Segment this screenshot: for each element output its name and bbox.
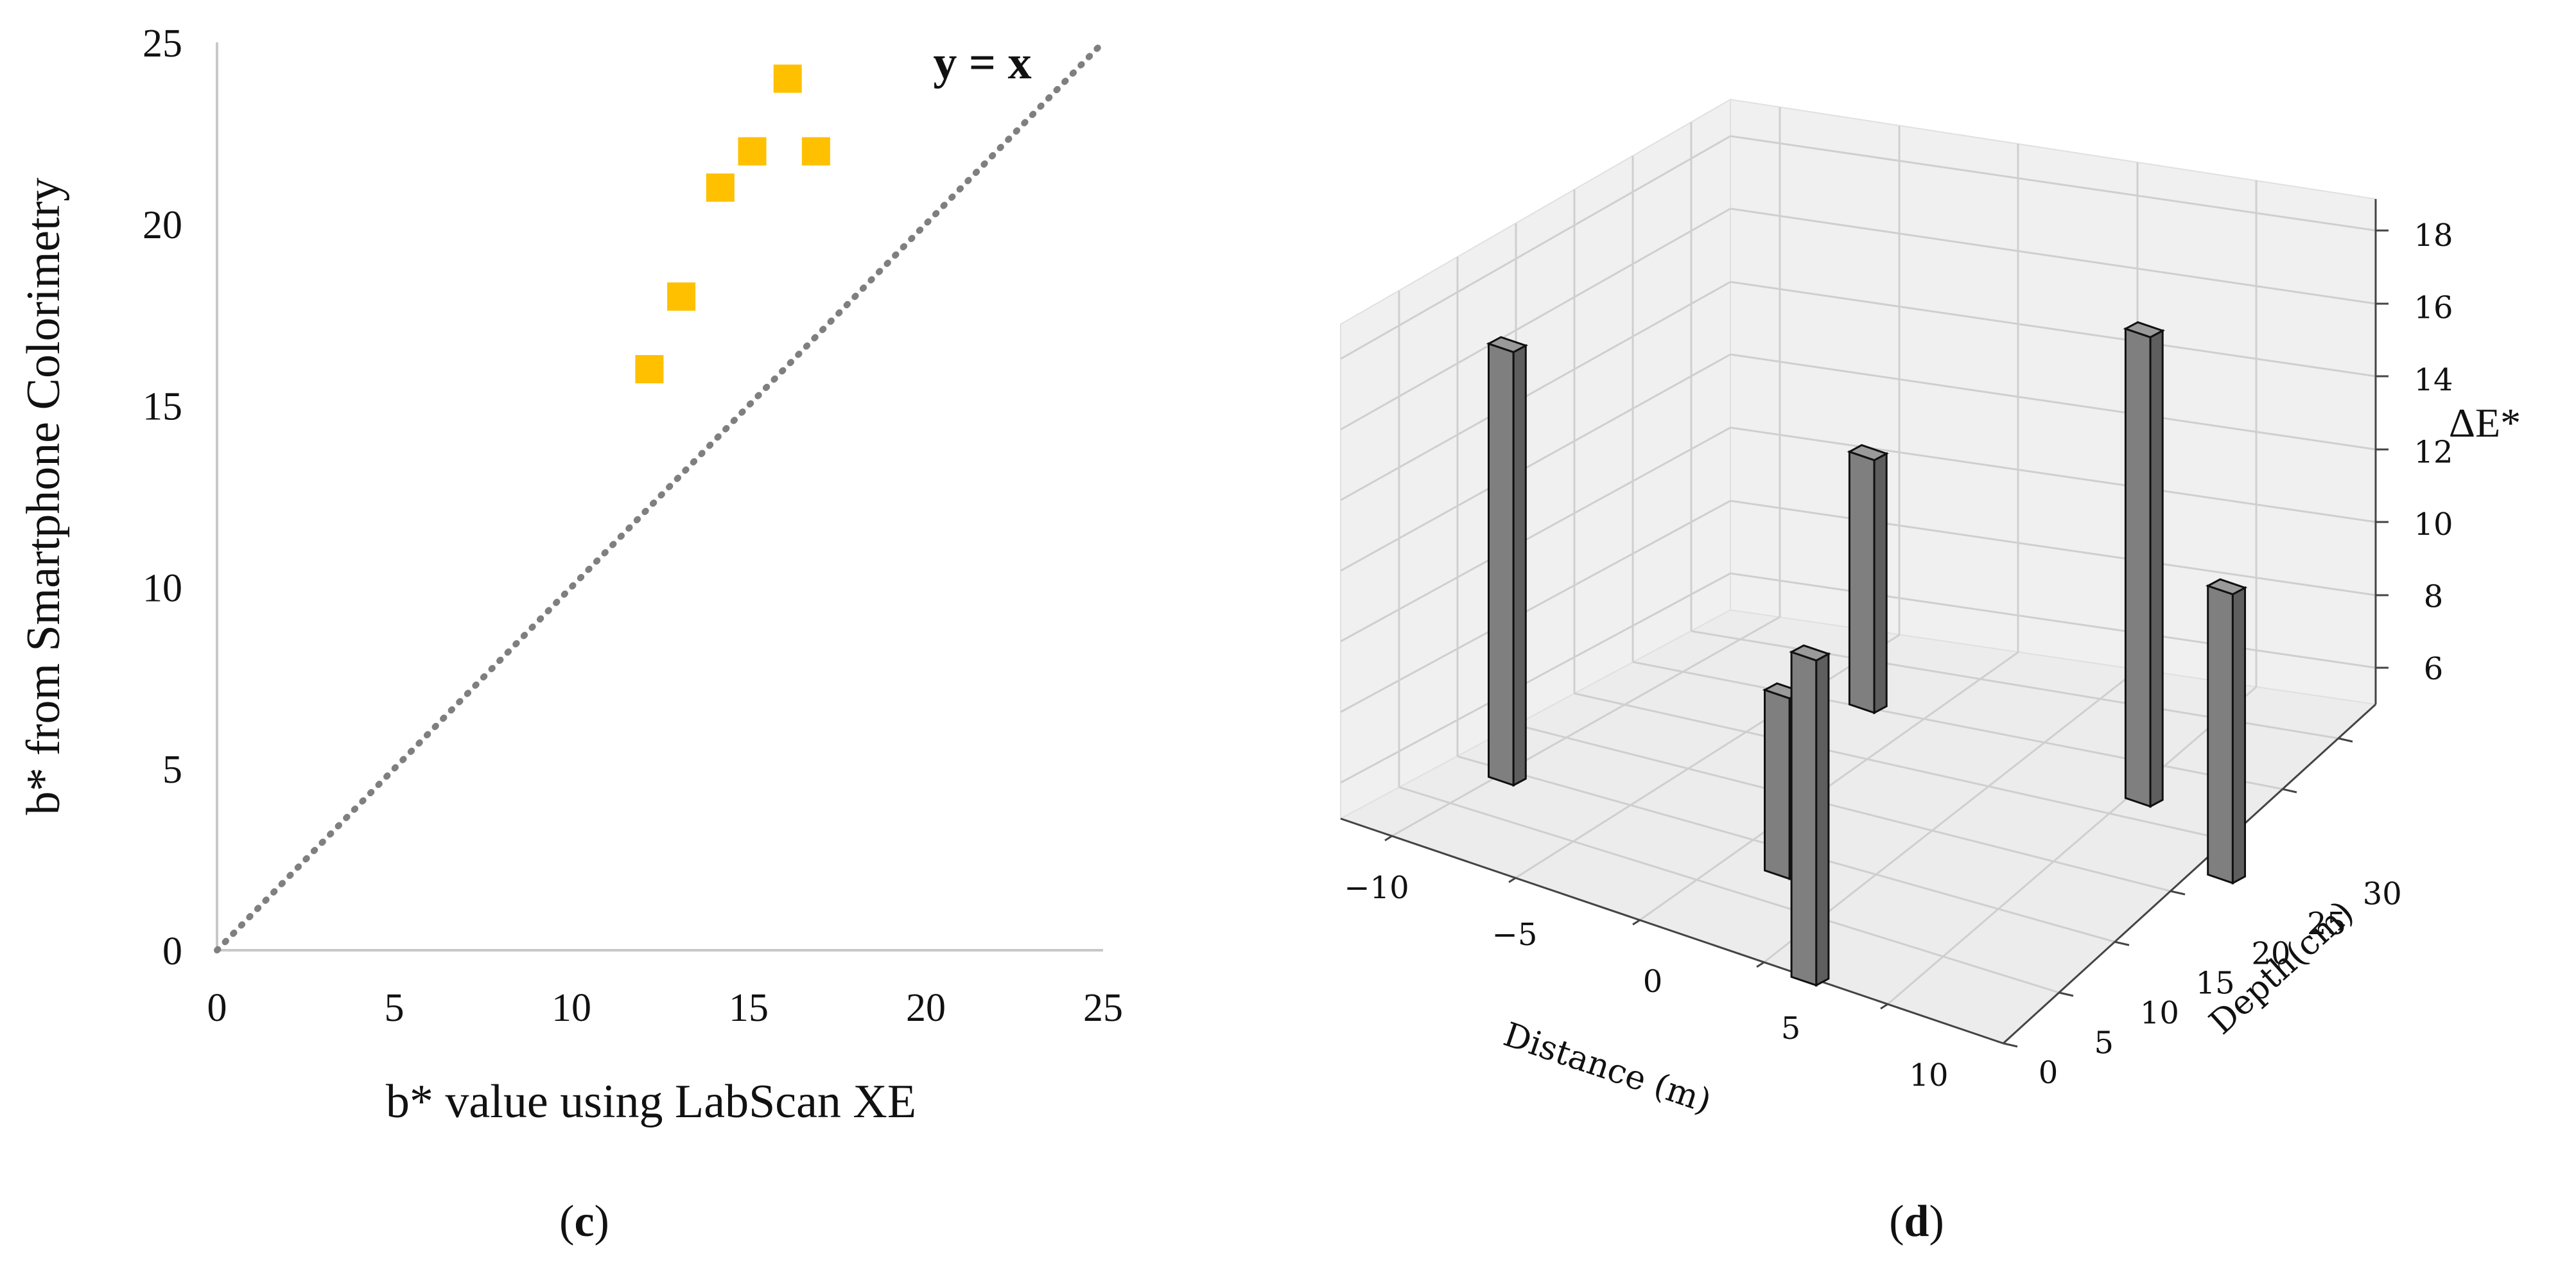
bars xyxy=(1486,321,2248,987)
distance-tick-label: −10 xyxy=(1344,870,1409,906)
x-tick-labels: 0 5 10 15 20 25 xyxy=(207,986,1124,1030)
scatter-point xyxy=(773,64,802,93)
x-axis-label: b* value using LabScan XE xyxy=(386,1075,916,1128)
delta-e-tick-label: 18 xyxy=(2414,218,2453,254)
delta-e-tick-labels: 6 8 10 12 14 16 18 xyxy=(2414,218,2453,687)
depth-axis-line xyxy=(2002,703,2377,1045)
z-axis-label: ΔE* xyxy=(2449,400,2521,446)
x-tick-label: 5 xyxy=(385,986,405,1030)
y-tick-label: 5 xyxy=(162,748,182,792)
depth-tick-label: 25 xyxy=(2307,906,2346,942)
scatter-point xyxy=(667,282,696,311)
reference-line-group: y = x xyxy=(214,37,1106,953)
panel-c-caption: (c) xyxy=(559,1197,609,1246)
reference-line xyxy=(214,39,1106,953)
scatter-points xyxy=(635,64,830,384)
distance-tick-label: 0 xyxy=(1643,964,1663,1000)
x-tick-label: 25 xyxy=(1083,986,1123,1030)
tick-marks xyxy=(1384,229,2389,1048)
y-axis-label: b* from Smartphone Colorimetry xyxy=(17,178,70,815)
scatter-point xyxy=(738,137,767,166)
bar xyxy=(1847,444,1889,715)
distance-axis-line xyxy=(1340,817,2004,1045)
distance-tick-label: 10 xyxy=(1909,1057,1948,1093)
depth-tick-label: 30 xyxy=(2363,876,2402,912)
scatter-point xyxy=(635,355,664,384)
y-tick-label: 0 xyxy=(162,930,182,973)
y-tick-label: 25 xyxy=(143,22,182,65)
depth-tick-label: 0 xyxy=(2039,1055,2058,1091)
panel-c-scatter-chart: y = x 0 5 10 15 20 25 0 5 10 15 20 25 b* value usi… xyxy=(17,22,1123,1246)
distance-axis-label: Distance (m) xyxy=(1499,1016,1716,1122)
scatter-point xyxy=(801,137,830,166)
caption-letter-c: c xyxy=(574,1197,594,1246)
distance-tick-label: −5 xyxy=(1492,917,1538,953)
y-tick-label: 20 xyxy=(143,204,182,247)
panel-d-caption: (d) xyxy=(1889,1197,1944,1246)
bar xyxy=(2123,321,2165,808)
x-tick-label: 20 xyxy=(906,986,946,1030)
reference-line-label: y = x xyxy=(933,37,1031,89)
scatter-point xyxy=(706,173,735,202)
delta-e-tick-label: 10 xyxy=(2414,507,2453,543)
depth-tick-label: 5 xyxy=(2094,1025,2114,1061)
depth-tick-labels: 05 10 15 20 25 30 xyxy=(2039,876,2402,1091)
distance-tick-label: 5 xyxy=(1781,1011,1801,1047)
depth-tick-label: 20 xyxy=(2251,935,2290,971)
distance-tick-labels: −10 −5 0 5 10 xyxy=(1344,870,1948,1093)
depth-tick-label: 10 xyxy=(2140,995,2179,1031)
x-tick-label: 10 xyxy=(552,986,591,1030)
delta-e-tick-label: 14 xyxy=(2414,362,2453,398)
x-tick-label: 15 xyxy=(729,986,769,1030)
x-tick-label: 0 xyxy=(207,986,227,1030)
y-tick-labels: 0 5 10 15 20 25 xyxy=(143,22,182,973)
bar xyxy=(1789,644,1831,987)
y-tick-label: 10 xyxy=(143,566,182,610)
delta-e-tick-label: 6 xyxy=(2424,651,2444,687)
delta-e-tick-label: 16 xyxy=(2414,290,2453,326)
bar xyxy=(2205,578,2248,885)
y-tick-label: 15 xyxy=(143,385,182,429)
delta-e-tick-label: 8 xyxy=(2424,578,2444,614)
caption-letter-d: d xyxy=(1904,1197,1929,1246)
depth-tick-label: 15 xyxy=(2196,966,2235,1002)
delta-e-tick-label: 12 xyxy=(2414,435,2453,471)
bar xyxy=(1486,336,1529,787)
